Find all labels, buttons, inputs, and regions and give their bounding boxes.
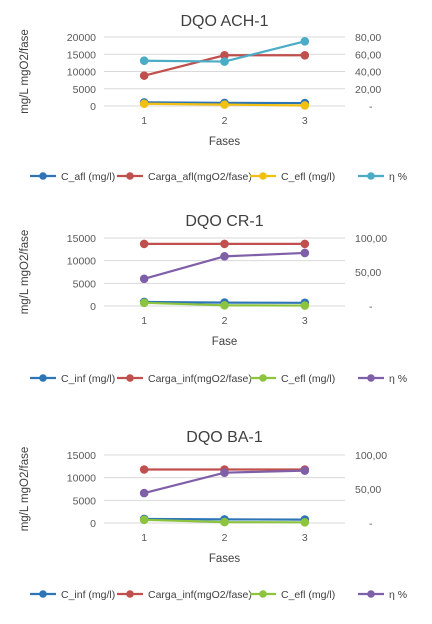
x-tick-label: 2: [222, 115, 228, 127]
x-axis-title: Fases: [209, 553, 241, 565]
data-point: [300, 466, 310, 475]
legend-label: η %: [389, 589, 407, 601]
data-point: [220, 517, 229, 527]
data-point: [300, 248, 310, 258]
x-axis-title: Fases: [209, 136, 241, 148]
chart-title: DQO CR-1: [185, 213, 263, 230]
y2-tick-label: 80,00: [355, 32, 381, 44]
legend-label: Carga_inf(mgO2/fase): [148, 589, 252, 601]
data-point: [139, 298, 149, 308]
chart-title: DQO ACH-1: [180, 13, 268, 30]
y-tick-label: 0: [90, 101, 96, 113]
x-tick-label: 1: [141, 532, 147, 544]
data-point: [220, 57, 229, 66]
y2-tick-label: 50,00: [355, 484, 381, 496]
data-point: [139, 515, 149, 525]
y-axis-title: mg/L mgO2/fase: [19, 447, 31, 532]
legend-label: C_afl (mg/l): [61, 171, 115, 183]
legend-label: C_efl (mg/l): [281, 171, 335, 183]
data-point: [139, 99, 149, 109]
data-point: [139, 488, 149, 498]
legend-marker: [126, 590, 134, 598]
y-tick-label: 0: [90, 518, 96, 530]
data-point: [220, 301, 229, 310]
legend-label: C_inf (mg/l): [61, 373, 115, 385]
y-tick-label: 15000: [67, 450, 96, 462]
y-axis-title: mg/L mgO2/fase: [19, 29, 31, 114]
data-point: [300, 239, 310, 249]
x-tick-label: 3: [302, 115, 308, 127]
x-tick-label: 3: [302, 532, 308, 544]
y2-tick-label: 100,00: [355, 450, 387, 462]
data-point: [220, 252, 229, 261]
legend-marker: [259, 172, 267, 180]
legend-marker: [367, 374, 375, 382]
y-tick-label: 15000: [67, 49, 96, 61]
legend-marker: [367, 590, 375, 598]
data-point: [300, 101, 310, 110]
chart-title: DQO BA-1: [186, 429, 263, 446]
y-axis-title: mg/L mgO2/fase: [19, 230, 31, 315]
legend-marker: [126, 374, 134, 382]
data-point: [300, 518, 310, 527]
x-tick-label: 2: [222, 315, 228, 327]
legend-label: Carga_afl(mgO2/fase): [148, 171, 252, 183]
data-point: [220, 239, 229, 249]
y-tick-label: 5000: [73, 84, 97, 96]
legend-marker: [39, 590, 47, 598]
y-tick-label: 5000: [73, 495, 97, 507]
x-tick-label: 2: [222, 532, 228, 544]
y2-tick-label: -: [369, 301, 373, 313]
data-point: [220, 468, 229, 477]
y-tick-label: 20000: [67, 32, 96, 44]
legend-marker: [39, 374, 47, 382]
y-tick-label: 10000: [67, 473, 96, 485]
y2-tick-label: 40,00: [355, 67, 381, 79]
x-tick-label: 1: [141, 115, 147, 127]
data-point: [139, 239, 149, 249]
legend-label: η %: [389, 373, 407, 385]
legend-marker: [259, 590, 267, 598]
legend-label: C_inf (mg/l): [61, 589, 115, 601]
legend-marker: [367, 172, 375, 180]
y-tick-label: 15000: [67, 233, 96, 245]
x-tick-label: 3: [302, 315, 308, 327]
legend-label: Carga_inf(mgO2/fase): [148, 373, 252, 385]
y-tick-label: 10000: [67, 67, 96, 79]
y-tick-label: 5000: [73, 278, 97, 290]
legend-label: C_efl (mg/l): [281, 373, 335, 385]
y-tick-label: 0: [90, 301, 96, 313]
data-point: [139, 71, 149, 80]
y2-tick-label: -: [369, 101, 373, 113]
y2-tick-label: 60,00: [355, 49, 381, 61]
data-point: [139, 274, 149, 284]
data-point: [139, 56, 149, 66]
legend-marker: [126, 172, 134, 180]
legend-marker: [259, 374, 267, 382]
y-tick-label: 10000: [67, 256, 96, 268]
data-point: [300, 37, 310, 46]
y2-tick-label: -: [369, 518, 373, 530]
data-point: [300, 301, 310, 310]
legend-label: C_efl (mg/l): [281, 589, 335, 601]
data-point: [139, 465, 149, 474]
data-point: [300, 50, 310, 60]
y2-tick-label: 20,00: [355, 84, 381, 96]
legend-marker: [39, 172, 47, 180]
x-axis-title: Fase: [212, 336, 238, 348]
data-point: [220, 100, 229, 109]
x-tick-label: 1: [141, 315, 147, 327]
y2-tick-label: 100,00: [355, 233, 387, 245]
legend-label: η %: [389, 171, 407, 183]
y2-tick-label: 50,00: [355, 267, 381, 279]
